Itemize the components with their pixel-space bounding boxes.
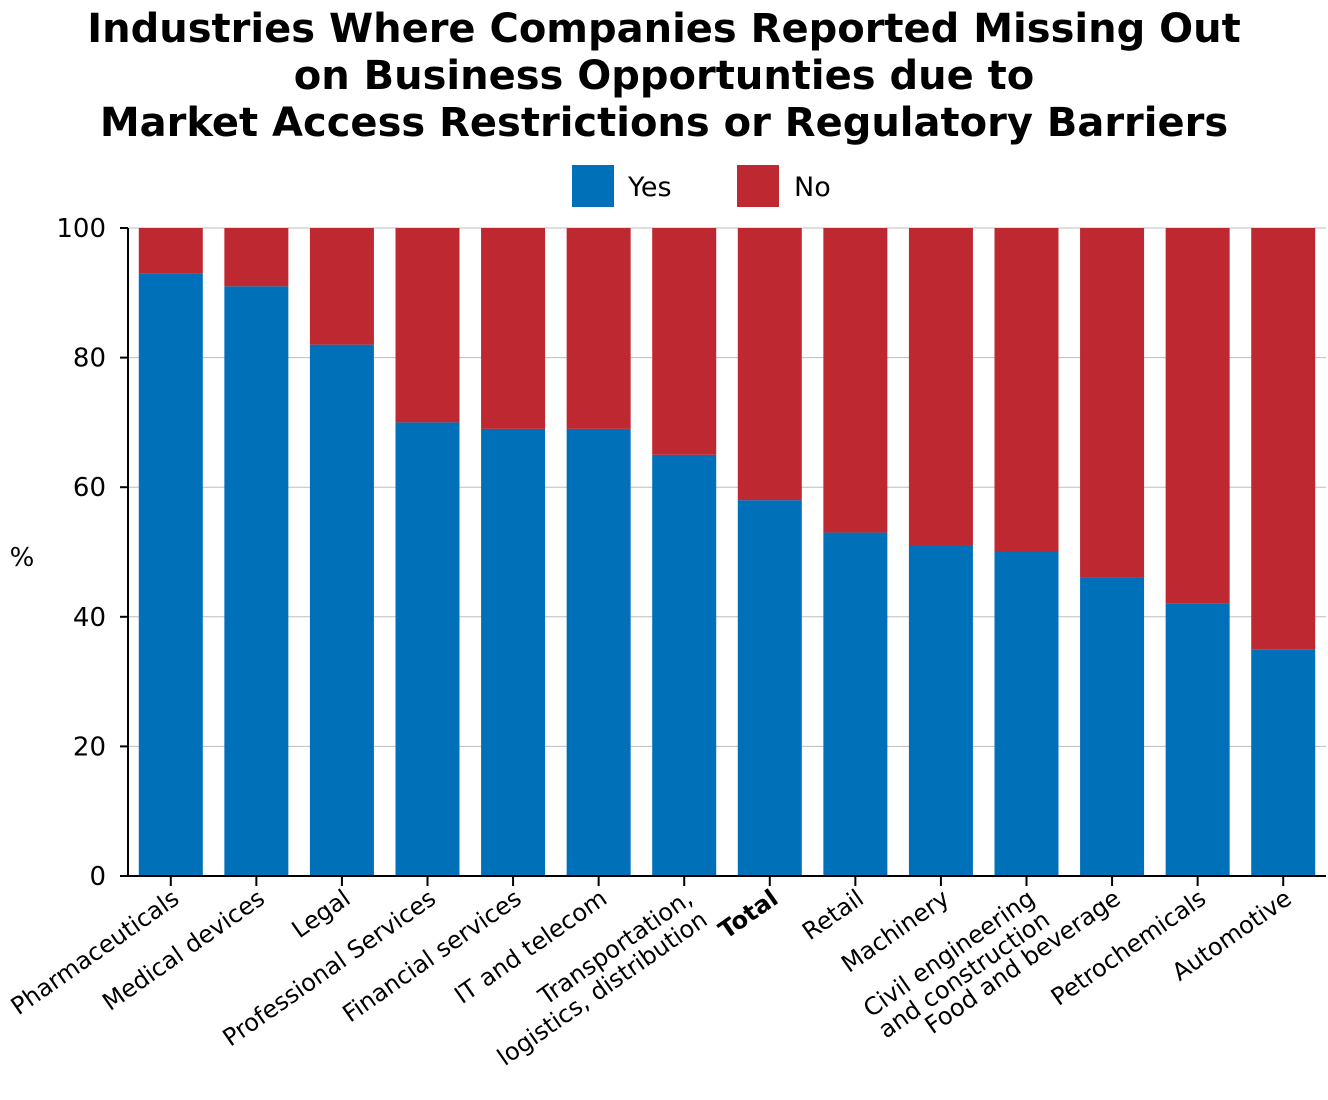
y-axis-label: % (10, 543, 35, 573)
bar-yes-0 (138, 273, 203, 876)
y-tick-label: 100 (56, 214, 106, 244)
y-tick-label: 40 (73, 603, 106, 633)
bar-yes-13 (1251, 649, 1316, 876)
bar-yes-4 (481, 428, 546, 876)
bar-no-4 (481, 228, 546, 429)
chart-title-line-1: Industries Where Companies Reported Miss… (87, 6, 1241, 52)
x-tick-label-line: Petrochemicals (1046, 884, 1211, 1011)
bar-yes-5 (566, 428, 631, 876)
y-tick-label: 80 (73, 344, 106, 374)
bar-no-5 (566, 228, 631, 429)
bar-no-9 (908, 228, 973, 546)
x-tick-label: Retail (797, 884, 869, 946)
chart-title: Industries Where Companies Reported Miss… (0, 6, 1328, 147)
category-label-1: Medical devices (97, 884, 269, 1016)
category-label-12: Petrochemicals (1046, 884, 1211, 1011)
bar-yes-3 (395, 422, 460, 876)
bar-yes-12 (1165, 603, 1230, 876)
bar-no-7 (737, 228, 802, 501)
chart-title-line-2: on Business Opportunties due to (293, 53, 1035, 99)
bar-yes-1 (224, 286, 289, 876)
x-tick-label: Petrochemicals (1046, 884, 1211, 1011)
bar-no-6 (652, 228, 717, 455)
bar-no-0 (138, 228, 203, 274)
legend-label-no: No (794, 172, 831, 203)
bar-no-12 (1165, 228, 1230, 604)
y-tick-label: 60 (73, 473, 106, 503)
y-tick-label: 0 (89, 862, 106, 892)
gridlines (128, 227, 1326, 877)
x-tick-label-line: Total (713, 884, 783, 945)
axes: 0 20 40 60 80 100% (10, 214, 1326, 892)
legend-label-yes: Yes (627, 172, 672, 203)
category-label-8: Retail (797, 884, 869, 946)
x-tick-label-line: Retail (797, 884, 869, 946)
x-tick-label-line: logistics, distribution (492, 905, 712, 1071)
bar-no-2 (309, 228, 374, 345)
bar-no-13 (1251, 228, 1316, 650)
x-tick-label: Total (713, 884, 783, 945)
bar-yes-9 (908, 545, 973, 876)
bar-yes-11 (1080, 577, 1145, 876)
bar-no-10 (994, 228, 1059, 552)
bar-yes-6 (652, 454, 717, 876)
y-tick-label: 20 (73, 732, 106, 762)
bar-yes-7 (737, 500, 802, 876)
category-label-2: Legal (287, 884, 356, 944)
bar-yes-10 (994, 552, 1059, 876)
bars (138, 228, 1316, 876)
x-tick-label-line: Medical devices (97, 884, 269, 1016)
bar-no-3 (395, 228, 460, 423)
x-tick-label-line: Legal (287, 884, 356, 944)
category-label-7: Total (713, 884, 783, 945)
bar-no-11 (1080, 228, 1145, 578)
legend-swatch-yes (572, 165, 614, 207)
legend-swatch-no (737, 165, 779, 207)
legend: Yes No (572, 165, 831, 207)
bar-yes-8 (823, 532, 888, 876)
bar-no-8 (823, 228, 888, 533)
chart-title-line-3: Market Access Restrictions or Regulatory… (99, 100, 1229, 146)
bar-yes-2 (309, 344, 374, 876)
x-tick-label: Medical devices (97, 884, 269, 1016)
x-tick-label: Legal (287, 884, 356, 944)
bar-no-1 (224, 228, 289, 287)
